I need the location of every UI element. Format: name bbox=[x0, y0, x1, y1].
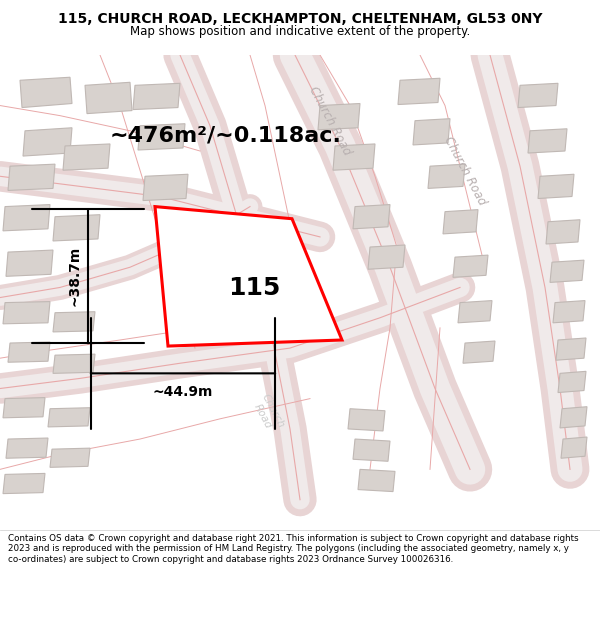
Polygon shape bbox=[20, 78, 72, 108]
Polygon shape bbox=[443, 209, 478, 234]
Text: 115, CHURCH ROAD, LECKHAMPTON, CHELTENHAM, GL53 0NY: 115, CHURCH ROAD, LECKHAMPTON, CHELTENHA… bbox=[58, 12, 542, 26]
Text: Church Road: Church Road bbox=[442, 134, 488, 208]
Polygon shape bbox=[538, 174, 574, 199]
Polygon shape bbox=[368, 245, 405, 269]
Polygon shape bbox=[358, 469, 395, 492]
Polygon shape bbox=[155, 207, 342, 346]
Polygon shape bbox=[558, 371, 586, 392]
Polygon shape bbox=[3, 398, 45, 418]
Text: ~44.9m: ~44.9m bbox=[153, 384, 213, 399]
Text: Map shows position and indicative extent of the property.: Map shows position and indicative extent… bbox=[130, 26, 470, 39]
Polygon shape bbox=[318, 104, 360, 130]
Polygon shape bbox=[3, 204, 50, 231]
Polygon shape bbox=[348, 409, 385, 431]
Polygon shape bbox=[398, 78, 440, 104]
Polygon shape bbox=[553, 301, 585, 323]
Polygon shape bbox=[428, 164, 465, 188]
Polygon shape bbox=[3, 473, 45, 494]
Polygon shape bbox=[50, 448, 90, 468]
Polygon shape bbox=[48, 408, 90, 427]
Polygon shape bbox=[453, 255, 488, 278]
Text: ~476m²/~0.118ac.: ~476m²/~0.118ac. bbox=[110, 126, 342, 146]
Polygon shape bbox=[143, 174, 188, 201]
Polygon shape bbox=[138, 124, 185, 150]
Polygon shape bbox=[133, 83, 180, 109]
Polygon shape bbox=[458, 301, 492, 323]
Polygon shape bbox=[3, 302, 50, 324]
Text: Contains OS data © Crown copyright and database right 2021. This information is : Contains OS data © Crown copyright and d… bbox=[8, 534, 578, 564]
Polygon shape bbox=[353, 204, 390, 229]
Polygon shape bbox=[53, 312, 95, 332]
Polygon shape bbox=[8, 342, 50, 362]
Text: ~38.7m: ~38.7m bbox=[67, 246, 81, 306]
Polygon shape bbox=[353, 439, 390, 461]
Polygon shape bbox=[546, 220, 580, 244]
Text: 115: 115 bbox=[228, 276, 280, 300]
Polygon shape bbox=[463, 341, 495, 363]
Polygon shape bbox=[85, 82, 132, 114]
Polygon shape bbox=[23, 127, 72, 156]
Polygon shape bbox=[6, 438, 48, 458]
Polygon shape bbox=[8, 164, 55, 191]
Polygon shape bbox=[53, 214, 100, 241]
Polygon shape bbox=[63, 144, 110, 170]
Text: Church
Road: Church Road bbox=[250, 392, 286, 435]
Polygon shape bbox=[556, 338, 586, 360]
Polygon shape bbox=[333, 144, 375, 170]
Text: Church Road: Church Road bbox=[307, 84, 353, 158]
Polygon shape bbox=[560, 407, 587, 428]
Polygon shape bbox=[53, 354, 95, 373]
Polygon shape bbox=[550, 260, 584, 282]
Polygon shape bbox=[561, 437, 587, 458]
Polygon shape bbox=[528, 129, 567, 153]
Polygon shape bbox=[6, 250, 53, 276]
Polygon shape bbox=[518, 83, 558, 107]
Polygon shape bbox=[413, 119, 450, 145]
